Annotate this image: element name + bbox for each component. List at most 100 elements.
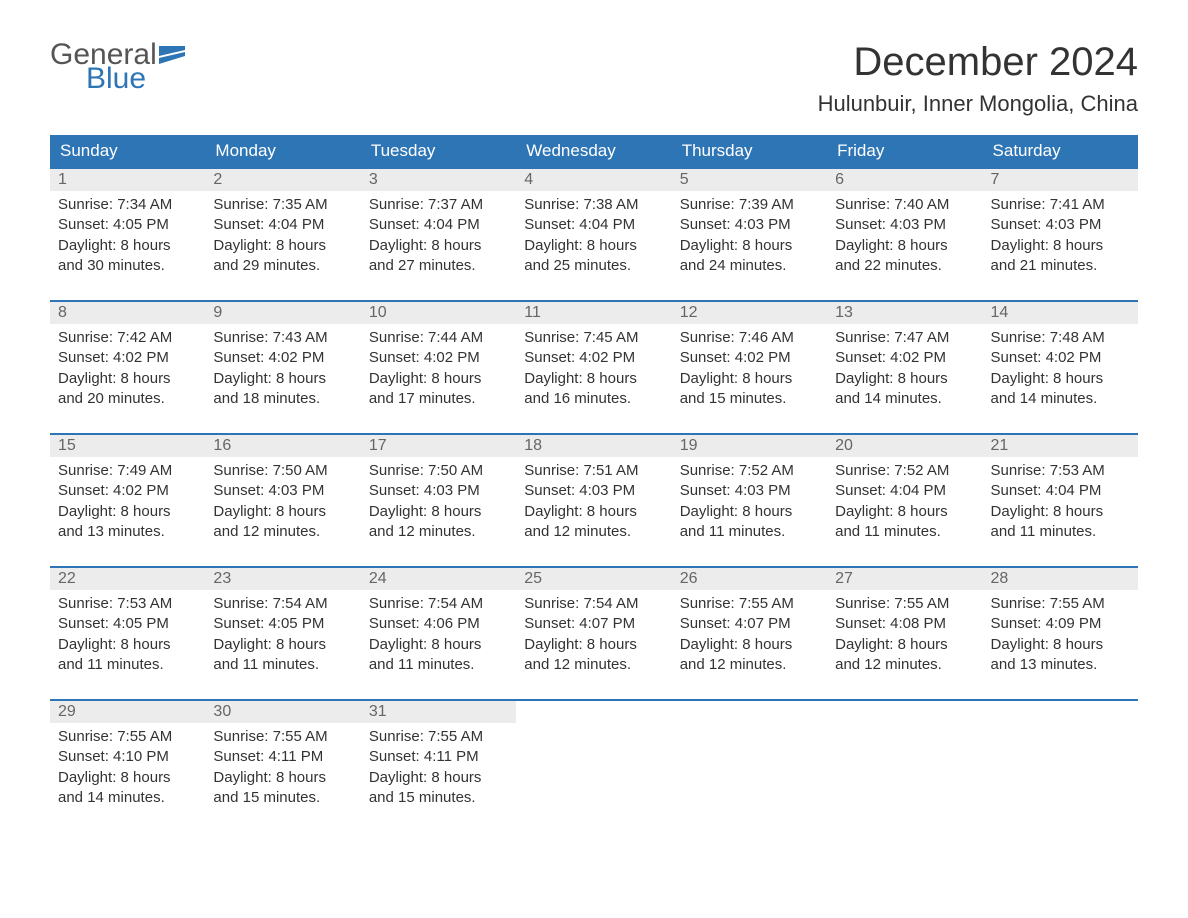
day-number-cell: 7: [983, 168, 1138, 191]
day-line: Sunrise: 7:53 AM: [58, 594, 197, 614]
day-line: Daylight: 8 hours: [213, 635, 352, 655]
day-line: Daylight: 8 hours: [680, 635, 819, 655]
day-number-cell: 29: [50, 700, 205, 723]
day-content-cell: Sunrise: 7:50 AMSunset: 4:03 PMDaylight:…: [361, 457, 516, 567]
day-header-thursday: Thursday: [672, 135, 827, 168]
day-content-cell: Sunrise: 7:55 AMSunset: 4:10 PMDaylight:…: [50, 723, 205, 832]
day-number-cell: 23: [205, 567, 360, 590]
day-line: Daylight: 8 hours: [213, 369, 352, 389]
day-line: and 12 minutes.: [680, 655, 819, 675]
day-line: Daylight: 8 hours: [524, 369, 663, 389]
day-line: Sunrise: 7:54 AM: [213, 594, 352, 614]
day-line: Sunrise: 7:50 AM: [369, 461, 508, 481]
content-row: Sunrise: 7:34 AMSunset: 4:05 PMDaylight:…: [50, 191, 1138, 301]
day-line: Daylight: 8 hours: [991, 635, 1130, 655]
page-header: General Blue December 2024 Hulunbuir, In…: [50, 40, 1138, 117]
day-line: Sunset: 4:02 PM: [369, 348, 508, 368]
day-line: Sunset: 4:07 PM: [680, 614, 819, 634]
day-line: and 16 minutes.: [524, 389, 663, 409]
day-number-cell: 26: [672, 567, 827, 590]
day-content-cell: [516, 723, 671, 832]
daynum-row: 1234567: [50, 168, 1138, 191]
day-line: Daylight: 8 hours: [369, 502, 508, 522]
day-line: Sunset: 4:02 PM: [524, 348, 663, 368]
day-number-cell: [827, 700, 982, 723]
day-line: Daylight: 8 hours: [524, 502, 663, 522]
day-line: Daylight: 8 hours: [680, 236, 819, 256]
day-line: Sunrise: 7:55 AM: [680, 594, 819, 614]
day-line: Daylight: 8 hours: [835, 502, 974, 522]
day-line: and 11 minutes.: [680, 522, 819, 542]
day-content-cell: Sunrise: 7:53 AMSunset: 4:04 PMDaylight:…: [983, 457, 1138, 567]
day-line: and 11 minutes.: [835, 522, 974, 542]
day-line: Daylight: 8 hours: [58, 502, 197, 522]
day-line: Sunset: 4:03 PM: [680, 215, 819, 235]
day-number-cell: 6: [827, 168, 982, 191]
day-line: and 12 minutes.: [524, 522, 663, 542]
day-number-cell: 22: [50, 567, 205, 590]
day-line: Sunrise: 7:35 AM: [213, 195, 352, 215]
day-line: and 12 minutes.: [835, 655, 974, 675]
day-line: Sunset: 4:03 PM: [835, 215, 974, 235]
day-number-cell: 31: [361, 700, 516, 723]
day-line: and 27 minutes.: [369, 256, 508, 276]
logo-flag-icon: [159, 46, 185, 64]
day-line: Sunrise: 7:51 AM: [524, 461, 663, 481]
day-number-cell: 30: [205, 700, 360, 723]
day-content-cell: Sunrise: 7:55 AMSunset: 4:11 PMDaylight:…: [361, 723, 516, 832]
day-line: and 12 minutes.: [524, 655, 663, 675]
day-line: Daylight: 8 hours: [213, 236, 352, 256]
day-line: Sunset: 4:03 PM: [213, 481, 352, 501]
day-line: Daylight: 8 hours: [680, 502, 819, 522]
day-line: Sunset: 4:04 PM: [369, 215, 508, 235]
day-line: Sunrise: 7:55 AM: [991, 594, 1130, 614]
day-number-cell: [672, 700, 827, 723]
day-number-cell: 18: [516, 434, 671, 457]
day-content-cell: Sunrise: 7:50 AMSunset: 4:03 PMDaylight:…: [205, 457, 360, 567]
day-line: Sunset: 4:08 PM: [835, 614, 974, 634]
day-line: Daylight: 8 hours: [680, 369, 819, 389]
day-line: Sunrise: 7:47 AM: [835, 328, 974, 348]
day-line: Daylight: 8 hours: [213, 768, 352, 788]
day-content-cell: Sunrise: 7:55 AMSunset: 4:08 PMDaylight:…: [827, 590, 982, 700]
daynum-row: 891011121314: [50, 301, 1138, 324]
day-number-cell: 1: [50, 168, 205, 191]
day-content-cell: Sunrise: 7:47 AMSunset: 4:02 PMDaylight:…: [827, 324, 982, 434]
day-header-saturday: Saturday: [983, 135, 1138, 168]
day-number-cell: 25: [516, 567, 671, 590]
month-title: December 2024: [818, 40, 1138, 85]
day-number-cell: 12: [672, 301, 827, 324]
day-content-cell: [827, 723, 982, 832]
day-line: Sunset: 4:11 PM: [213, 747, 352, 767]
day-content-cell: Sunrise: 7:51 AMSunset: 4:03 PMDaylight:…: [516, 457, 671, 567]
day-line: Sunset: 4:04 PM: [213, 215, 352, 235]
day-line: Sunrise: 7:34 AM: [58, 195, 197, 215]
day-line: and 14 minutes.: [835, 389, 974, 409]
day-line: Daylight: 8 hours: [835, 236, 974, 256]
day-content-cell: Sunrise: 7:35 AMSunset: 4:04 PMDaylight:…: [205, 191, 360, 301]
day-line: Sunrise: 7:38 AM: [524, 195, 663, 215]
day-line: Sunset: 4:02 PM: [58, 348, 197, 368]
day-line: Sunrise: 7:53 AM: [991, 461, 1130, 481]
day-line: Sunset: 4:05 PM: [213, 614, 352, 634]
day-line: and 14 minutes.: [991, 389, 1130, 409]
day-line: Sunrise: 7:46 AM: [680, 328, 819, 348]
calendar-body: 1234567Sunrise: 7:34 AMSunset: 4:05 PMDa…: [50, 168, 1138, 832]
day-content-cell: Sunrise: 7:34 AMSunset: 4:05 PMDaylight:…: [50, 191, 205, 301]
day-content-cell: [983, 723, 1138, 832]
day-line: and 12 minutes.: [213, 522, 352, 542]
day-content-cell: Sunrise: 7:39 AMSunset: 4:03 PMDaylight:…: [672, 191, 827, 301]
day-content-cell: Sunrise: 7:46 AMSunset: 4:02 PMDaylight:…: [672, 324, 827, 434]
day-header-tuesday: Tuesday: [361, 135, 516, 168]
day-number-cell: 15: [50, 434, 205, 457]
day-number-cell: 4: [516, 168, 671, 191]
day-number-cell: 13: [827, 301, 982, 324]
day-line: Sunrise: 7:50 AM: [213, 461, 352, 481]
location-subtitle: Hulunbuir, Inner Mongolia, China: [818, 91, 1138, 117]
day-line: Daylight: 8 hours: [991, 502, 1130, 522]
day-line: and 29 minutes.: [213, 256, 352, 276]
day-line: Sunrise: 7:55 AM: [213, 727, 352, 747]
day-line: Daylight: 8 hours: [369, 369, 508, 389]
day-content-cell: Sunrise: 7:55 AMSunset: 4:11 PMDaylight:…: [205, 723, 360, 832]
daynum-row: 293031: [50, 700, 1138, 723]
